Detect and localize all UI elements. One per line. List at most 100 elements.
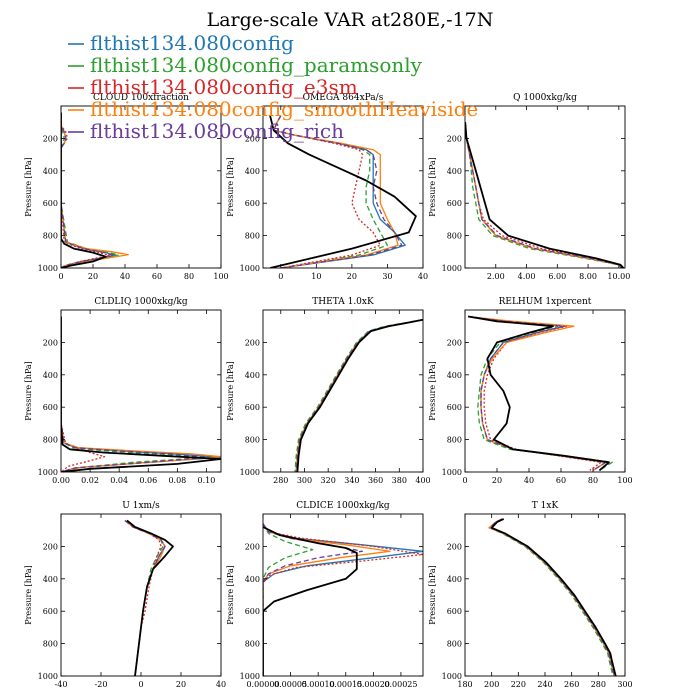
legend-label: flthist134.080config_e3sm	[90, 75, 358, 99]
panel-title: OMEGA 864xPa/s	[303, 93, 384, 103]
legend-label: flthist134.080config	[90, 31, 294, 55]
series-group	[61, 112, 129, 268]
y-tick-label: 400	[245, 167, 260, 176]
y-tick-label: 400	[245, 371, 260, 380]
chart-panel: T 1xK Pressure [hPa] 180 200 220 240 260 280 300…	[428, 501, 633, 689]
x-tick-label: 360	[368, 476, 383, 485]
y-tick-label: 600	[447, 199, 462, 208]
legend-label: flthist134.080config_rich	[90, 119, 344, 143]
y-axis-label: Pressure [hPa]	[24, 361, 33, 421]
y-tick-label: 800	[245, 436, 260, 445]
x-tick-label: 4.00	[518, 272, 536, 281]
x-tick-label: 300	[617, 680, 632, 689]
x-tick-label: 60	[556, 476, 566, 485]
x-tick-label: 340	[344, 476, 359, 485]
x-tick-label: 40	[418, 272, 428, 281]
panel-title: T 1xK	[532, 501, 559, 511]
x-tick-label: 0.00	[52, 476, 70, 485]
x-tick-label: 240	[537, 680, 552, 689]
y-axis-label: Pressure [hPa]	[226, 361, 235, 421]
x-tick-label: 280	[273, 476, 288, 485]
chart-panel: OMEGA 864xPa/s Pressure [hPa] 0 10 20 30 40 200…	[226, 93, 428, 281]
x-tick-label: 8.00	[579, 272, 597, 281]
y-tick-label: 400	[447, 371, 462, 380]
y-tick-label: 400	[245, 575, 260, 584]
x-tick-label: 0.04	[110, 476, 128, 485]
x-tick-label: 80	[588, 476, 598, 485]
x-tick-label: 40	[216, 680, 226, 689]
x-tick-label: 40	[120, 272, 130, 281]
x-tick-label: 0.00015	[329, 680, 362, 689]
panels: CLOUD 100xfraction Pressure [hPa] 0 20 40 60 8…	[24, 93, 633, 689]
y-tick-label: 200	[447, 134, 462, 143]
series-line-3	[488, 518, 615, 676]
series-line-reference	[269, 115, 417, 268]
panel-title: CLDICE 1000xkg/kg	[296, 501, 390, 511]
panel-title: THETA 1.0xK	[312, 297, 374, 307]
y-tick-label: 200	[245, 338, 260, 347]
y-tick-label: 600	[43, 607, 58, 616]
series-line-2	[489, 518, 615, 676]
legend-label: flthist134.080config_paramsonly	[90, 53, 423, 77]
series-group	[294, 318, 423, 472]
y-tick-label: 1000	[442, 672, 462, 681]
chart-panel: THETA 1.0xK Pressure [hPa] 280 300 320 340 360…	[226, 297, 431, 485]
panel-title: CLOUD 100xfraction	[93, 93, 189, 103]
legend-item: flthist134.080config_smoothHeaviside	[68, 97, 478, 121]
y-tick-label: 800	[43, 232, 58, 241]
series-line-1	[124, 519, 164, 676]
y-tick-label: 600	[447, 607, 462, 616]
chart-panel: U 1xm/s Pressure [hPa] -40 -20 0 20 40 200 400 60…	[24, 501, 226, 689]
x-tick-label: 100	[617, 476, 632, 485]
series-line-1	[294, 319, 423, 472]
y-tick-label: 200	[447, 542, 462, 551]
x-tick-label: 10.00	[607, 272, 630, 281]
x-tick-label: 400	[415, 476, 430, 485]
x-tick-label: 0.10	[198, 476, 216, 485]
x-tick-label: 80	[184, 272, 194, 281]
x-tick-label: 20	[492, 476, 502, 485]
series-line-4	[489, 518, 615, 676]
y-tick-label: 600	[447, 403, 462, 412]
x-tick-label: 0.02	[81, 476, 99, 485]
y-tick-label: 1000	[442, 468, 462, 477]
x-tick-label: 0	[58, 272, 63, 281]
series-group	[124, 519, 174, 676]
series-group	[468, 315, 613, 472]
x-tick-label: 0.00000	[246, 680, 279, 689]
chart-panel: CLOUD 100xfraction Pressure [hPa] 0 20 40 60 8…	[24, 93, 229, 281]
panel-title: RELHUM 1xpercent	[499, 297, 592, 307]
x-tick-label: 40	[524, 476, 534, 485]
y-tick-label: 1000	[240, 672, 260, 681]
y-tick-label: 200	[43, 542, 58, 551]
plot-frame	[464, 309, 626, 473]
x-tick-label: 6.00	[548, 272, 566, 281]
x-tick-label: 60	[152, 272, 162, 281]
series-line-reference	[468, 315, 610, 472]
series-line-reference	[263, 526, 358, 676]
series-line-0	[468, 315, 607, 471]
plot-frame	[60, 309, 222, 473]
legend-label: flthist134.080config_smoothHeaviside	[90, 97, 478, 121]
y-tick-label: 1000	[240, 264, 260, 273]
y-axis-label: Pressure [hPa]	[226, 565, 235, 625]
y-tick-label: 600	[43, 199, 58, 208]
series-group	[269, 115, 417, 268]
y-axis-label: Pressure [hPa]	[428, 157, 437, 217]
series-line-2	[124, 519, 162, 676]
series-group	[61, 316, 221, 472]
figure-title: Large-scale VAR at280E,-17N	[207, 9, 494, 31]
y-tick-label: 800	[245, 232, 260, 241]
plot-frame	[262, 105, 424, 269]
series-line-1	[468, 315, 613, 471]
y-tick-label: 200	[43, 338, 58, 347]
y-tick-label: 800	[245, 640, 260, 649]
chart-panel: RELHUM 1xpercent Pressure [hPa] 0 20 40 60 80 1…	[428, 297, 633, 485]
panel-title: CLDLIQ 1000xkg/kg	[94, 297, 188, 307]
y-tick-label: 200	[447, 338, 462, 347]
x-tick-label: 280	[591, 680, 606, 689]
x-tick-label: 20	[88, 272, 98, 281]
y-tick-label: 800	[447, 436, 462, 445]
series-line-1	[273, 115, 389, 268]
